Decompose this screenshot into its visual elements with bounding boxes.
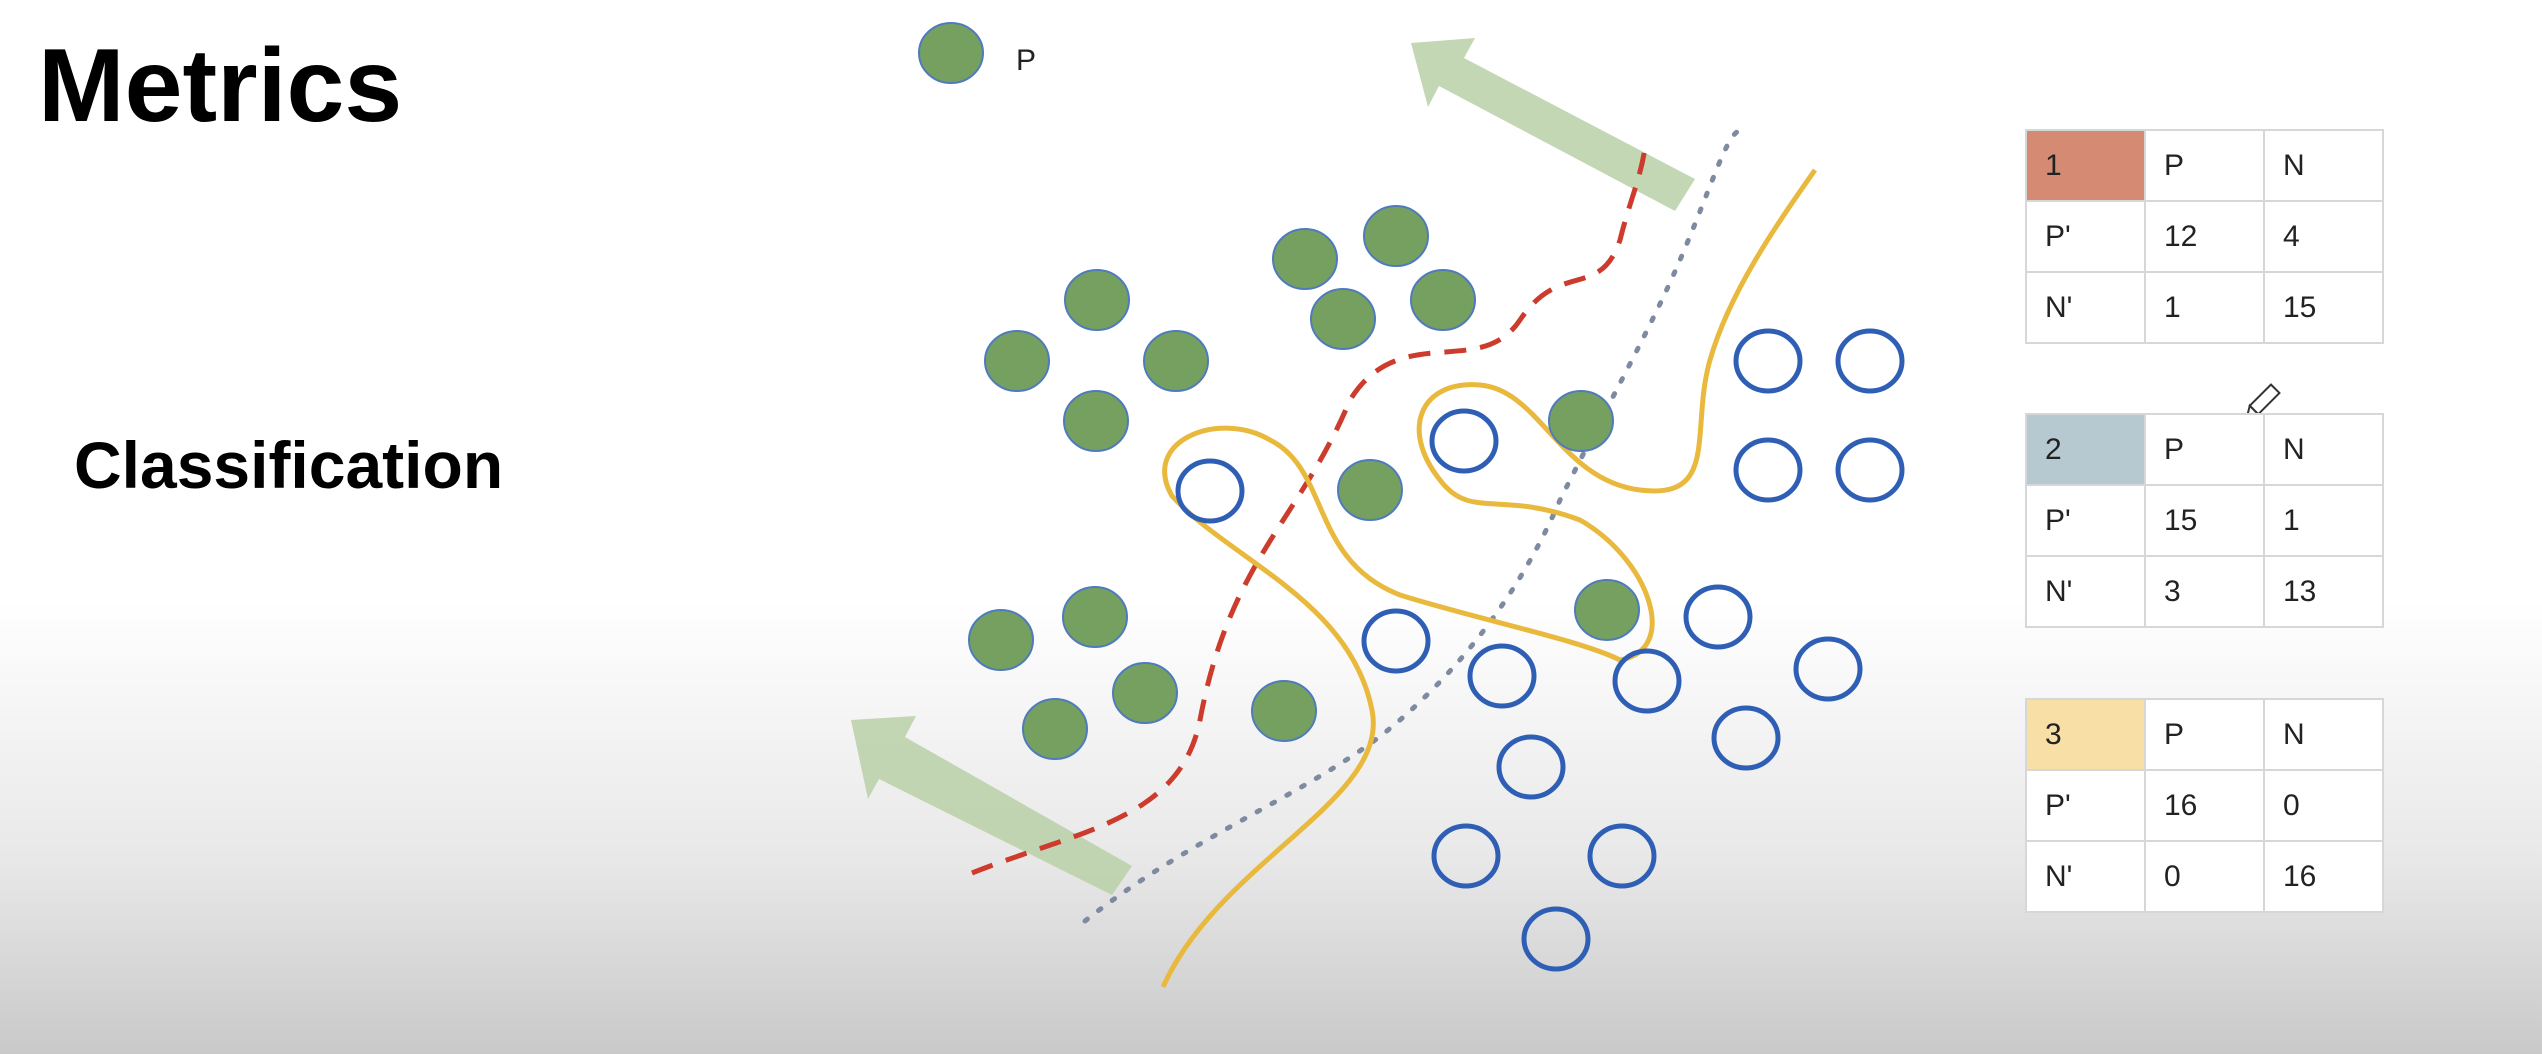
negative-point [1429,408,1499,474]
column-header: P [2144,698,2265,771]
negative-point [1835,437,1905,503]
slide-subtitle: Classification [74,428,504,502]
negative-point [1683,584,1753,650]
legend-label: P [1016,44,1036,77]
positive-point [1272,228,1338,290]
negative-points [1175,328,1905,972]
positive-point [1410,269,1476,331]
positive-point [1363,205,1429,267]
positive-point [1022,698,1088,760]
negative-point [1733,328,1803,394]
negative-point [1612,648,1682,714]
negative-point [1175,458,1245,524]
column-header: N [2263,129,2384,202]
matrix-value: 0 [2144,840,2265,913]
column-header: N [2263,698,2384,771]
matrix-value: 4 [2263,200,2384,273]
positive-point [1548,390,1614,452]
matrix-value: 13 [2263,555,2384,628]
matrix-value: 15 [2263,271,2384,344]
boundary-model-3 [1160,168,1818,989]
positive-point [968,609,1034,671]
row-header: P' [2025,484,2146,557]
negative-point [1496,734,1566,800]
positive-point [1251,680,1317,742]
boundary-model-1 [971,147,1648,876]
column-header: N [2263,413,2384,486]
negative-point [1711,705,1781,771]
matrix-value: 16 [2144,769,2265,842]
negative-point [1431,823,1501,889]
positive-point [1062,586,1128,648]
negative-point [1521,906,1591,972]
matrix-id-cell: 1 [2025,129,2146,202]
matrix-value: 1 [2263,484,2384,557]
matrix-value: 12 [2144,200,2265,273]
column-header: P [2144,129,2265,202]
matrix-id-cell: 3 [2025,698,2146,771]
positive-point [1310,288,1376,350]
confusion-matrix-2: 2 P N P' 15 1 N' 3 13 [2025,413,2384,628]
slide-title: Metrics [38,28,403,144]
confusion-matrix-1: 1 P N P' 12 4 N' 1 15 [2025,129,2384,344]
column-header: P [2144,413,2265,486]
confusion-matrix-3: 3 P N P' 16 0 N' 0 16 [2025,698,2384,913]
positive-points [918,22,1640,760]
row-header: N' [2025,840,2146,913]
negative-point [1587,823,1657,889]
row-header: P' [2025,769,2146,842]
negative-point [1793,636,1863,702]
positive-point [984,330,1050,392]
positive-point [1143,330,1209,392]
matrix-id-cell: 2 [2025,413,2146,486]
positive-point [1063,390,1129,452]
positive-point [1112,662,1178,724]
positive-point [1337,459,1403,521]
matrix-value: 3 [2144,555,2265,628]
negative-point [1733,437,1803,503]
arrow-upper [1411,38,1695,211]
arrow-lower [851,716,1132,895]
row-header: P' [2025,200,2146,273]
matrix-value: 0 [2263,769,2384,842]
negative-point [1835,328,1905,394]
row-header: N' [2025,555,2146,628]
positive-point [1574,579,1640,641]
matrix-value: 15 [2144,484,2265,557]
positive-point [1064,269,1130,331]
row-header: N' [2025,271,2146,344]
matrix-value: 1 [2144,271,2265,344]
negative-point [1467,643,1537,709]
positive-point [918,22,984,84]
matrix-value: 16 [2263,840,2384,913]
negative-point [1361,608,1431,674]
